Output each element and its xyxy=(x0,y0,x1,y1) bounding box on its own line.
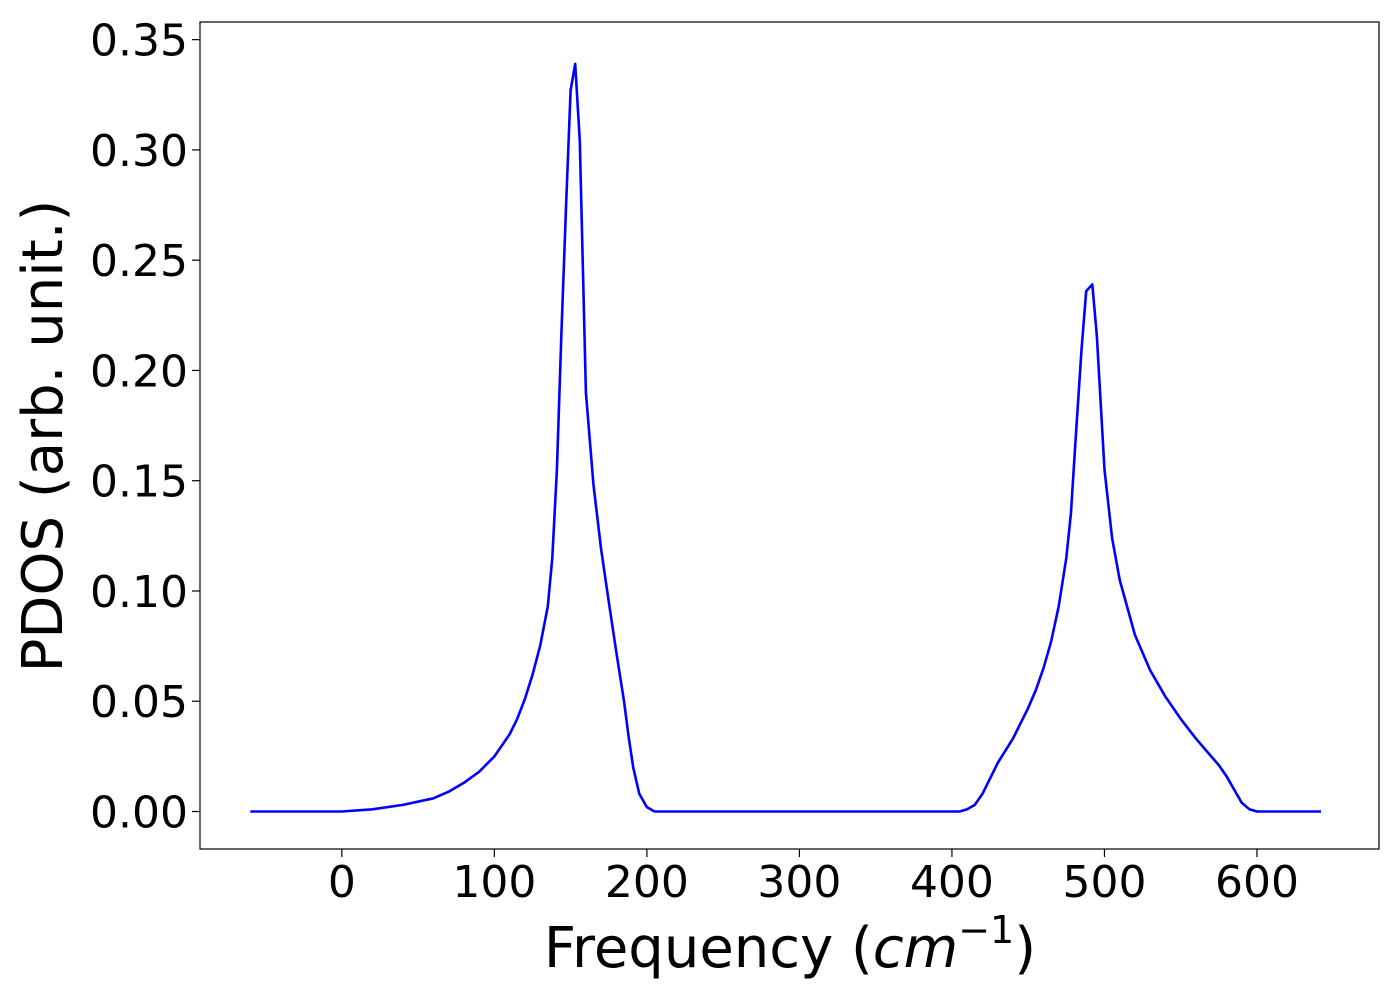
y-tick-label: 0.10 xyxy=(90,567,188,618)
x-tick-label: 0 xyxy=(328,857,356,908)
x-axis: 0 100 200 300 400 500 600 xyxy=(328,849,1299,908)
x-axis-title-close: ) xyxy=(1014,916,1036,981)
x-axis-title-unit: cm xyxy=(873,916,958,981)
x-axis-title-main: Frequency ( xyxy=(544,916,873,981)
pdos-series-line xyxy=(250,62,1321,813)
x-tick-label: 400 xyxy=(910,857,994,908)
y-tick-label: 0.15 xyxy=(90,457,188,508)
x-tick-label: 500 xyxy=(1062,857,1146,908)
y-tick-label: 0.35 xyxy=(90,16,188,67)
plot-area xyxy=(199,21,1380,850)
y-axis: 0.00 0.05 0.10 0.15 0.20 0.25 0.30 0.35 xyxy=(90,16,200,839)
x-axis-title-exponent: −1 xyxy=(958,908,1014,952)
y-tick-label: 0.30 xyxy=(90,126,188,177)
x-tick-label: 100 xyxy=(452,857,536,908)
y-axis-title: PDOS (arb. unit.) xyxy=(11,200,76,673)
x-tick-label: 200 xyxy=(605,857,689,908)
y-tick-label: 0.25 xyxy=(90,236,188,287)
y-tick-label: 0.00 xyxy=(90,788,188,839)
y-tick-label: 0.05 xyxy=(90,677,188,728)
x-tick-label: 300 xyxy=(757,857,841,908)
x-axis-title: Frequency (cm−1) xyxy=(544,908,1036,981)
y-tick-label: 0.20 xyxy=(90,346,188,397)
x-tick-label: 600 xyxy=(1215,857,1299,908)
plot-frame xyxy=(199,21,1380,850)
